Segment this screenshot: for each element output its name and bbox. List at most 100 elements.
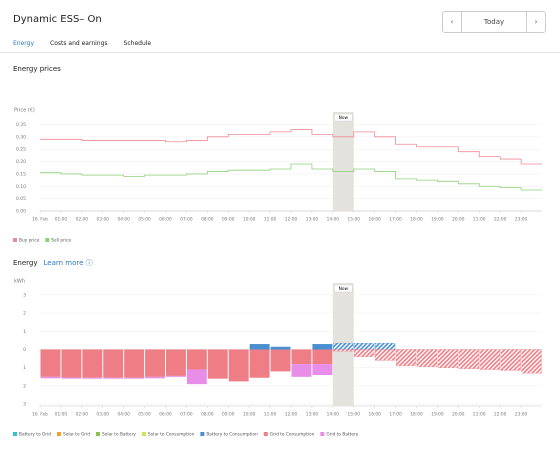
x-tick-label: 18:00 [410, 412, 423, 418]
legend-swatch [200, 432, 205, 436]
energy-bar [375, 349, 396, 361]
y-tick-label: 0.10 [16, 184, 26, 190]
legend-swatch [13, 432, 17, 436]
energy-chart: kWh 3 2 1 0 1 2 3 16. Feb 01:00 02:00 03:00 04:00 05:… [13, 279, 542, 438]
x-tick-label: 02:00 [76, 217, 89, 223]
energy-bar [270, 346, 291, 350]
energy-bar [103, 349, 124, 378]
energy-bar [103, 377, 124, 379]
energy-bar [228, 349, 249, 382]
section-title: Energy Learn more ⓘ [13, 258, 93, 268]
energy-bar [186, 349, 207, 370]
energy-bar [395, 349, 417, 367]
energy-bar [375, 342, 396, 350]
x-tick-label: 12:00 [285, 217, 298, 223]
x-tick-label: 20:00 [452, 412, 465, 418]
x-tick-label: 07:00 [180, 412, 193, 418]
x-tick-label: 17:00 [389, 412, 402, 418]
x-tick-label: 23:00 [515, 412, 528, 418]
energy-bar [354, 349, 375, 357]
energy-bar [458, 349, 479, 369]
energy-bar [416, 349, 438, 367]
x-tick-label: 05:00 [138, 412, 151, 418]
y-tick-label: 2 [23, 383, 26, 389]
prev-button[interactable]: ‹ [443, 12, 462, 32]
energy-bar [333, 342, 354, 350]
energy-bar [82, 349, 103, 378]
legend-label: Grid to Battery [326, 432, 358, 438]
energy-bar [333, 349, 354, 352]
energy-bar [166, 375, 186, 377]
energy-bar [479, 349, 500, 370]
legend-label: Solar to Battery [102, 432, 136, 438]
legend-label: Solar to Grid [63, 432, 90, 438]
x-tick-label: 16:00 [368, 412, 381, 418]
x-tick-label: 03:00 [97, 412, 110, 418]
section-title: Energy prices [13, 65, 61, 73]
now-label: Now [339, 115, 349, 121]
energy-bar [521, 349, 542, 374]
energy-bar [354, 342, 375, 350]
now-tag [334, 113, 353, 122]
x-tick-label: 23:00 [515, 217, 528, 223]
tab[interactable]: Costs and earnings [50, 40, 108, 47]
x-tick-label: 22:00 [494, 412, 507, 418]
energy-bar [61, 349, 82, 378]
x-tick-label: 04:00 [117, 217, 130, 223]
y-tick-label: 0 [23, 347, 26, 353]
x-tick-label: 21:00 [473, 412, 486, 418]
x-tick-label: 16:00 [368, 217, 381, 223]
x-tick-label: 21:00 [473, 217, 486, 223]
y-tick-label: 3 [23, 402, 26, 408]
tab[interactable]: Schedule [123, 40, 152, 47]
x-tick-label: 08:00 [201, 217, 214, 223]
x-tick-label: 19:00 [431, 412, 444, 418]
x-tick-label: 02:00 [76, 412, 89, 418]
energy-bar [291, 364, 312, 377]
energy-bar [145, 349, 165, 377]
legend-label: Battery to Consumption [206, 432, 258, 438]
x-tick-label: 13:00 [306, 412, 319, 418]
x-tick-label: 12:00 [285, 412, 298, 418]
y-axis-label: kWh [14, 279, 25, 285]
x-tick-label: 09:00 [222, 412, 235, 418]
price-chart: Price (€) 0.00 0.05 0.10 0.15 0.20 0.25 0.30 0.3… [13, 108, 542, 244]
next-button[interactable]: › [526, 12, 545, 32]
energy-bar [40, 349, 61, 377]
x-tick-label: 03:00 [97, 217, 110, 223]
y-tick-label: 0.15 [16, 171, 26, 177]
energy-bar [270, 349, 291, 372]
date-nav: ‹ Today › [442, 11, 546, 33]
section-title: Energy [13, 259, 38, 267]
energy-bar [291, 349, 312, 365]
x-tick-label: 17:00 [389, 217, 402, 223]
y-tick-label: 0.20 [16, 159, 26, 165]
x-tick-label: 05:00 [138, 217, 151, 223]
energy-bar [82, 377, 103, 379]
legend-label: Sell price [51, 238, 71, 244]
legend-label: Buy price [19, 238, 40, 244]
x-tick-label: 18:00 [410, 217, 423, 223]
now-band [332, 112, 354, 211]
y-tick-label: 1 [23, 365, 26, 371]
energy-bar [40, 376, 61, 379]
legend-swatch [320, 432, 325, 436]
date-button[interactable]: Today [483, 18, 505, 26]
x-tick-label: 14:00 [327, 217, 340, 223]
energy-bar [207, 349, 228, 379]
legend-label: Battery to Grid [19, 432, 51, 438]
y-tick-label: 0.30 [16, 134, 26, 140]
x-tick-label: 15:00 [348, 217, 361, 223]
x-tick-label: 06:00 [159, 217, 172, 223]
x-tick-label: 15:00 [348, 412, 361, 418]
x-tick-label: 19:00 [431, 217, 444, 223]
x-tick-label: 16. Feb [32, 412, 48, 418]
now-label: Now [339, 286, 349, 292]
legend-swatch [141, 432, 146, 436]
learn-more-link[interactable]: Learn more ⓘ [43, 259, 93, 267]
energy-bar [145, 376, 165, 379]
energy-bar [124, 377, 145, 379]
x-tick-label: 20:00 [452, 217, 465, 223]
energy-bar [312, 364, 333, 376]
